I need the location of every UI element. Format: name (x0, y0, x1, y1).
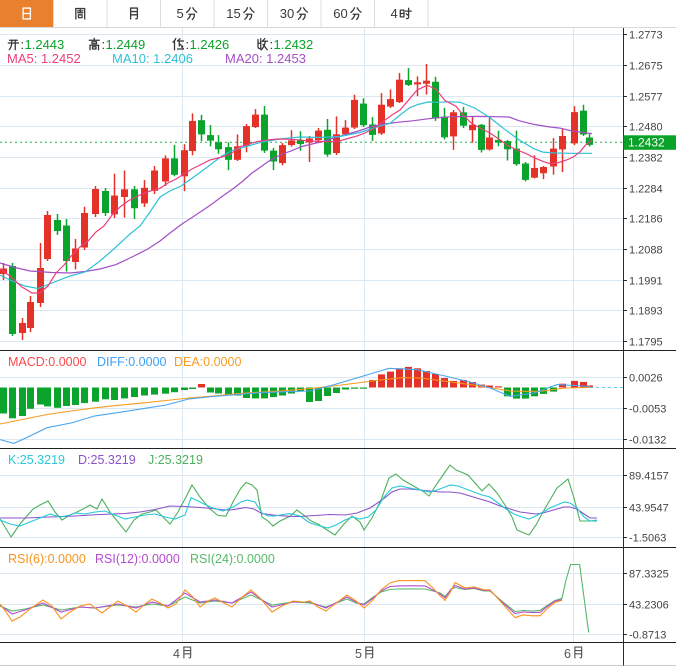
svg-text:1.2443: 1.2443 (25, 37, 65, 52)
svg-text:43.2306: 43.2306 (629, 599, 669, 611)
svg-text:K:25.3219: K:25.3219 (8, 453, 65, 467)
svg-text:4: 4 (173, 647, 180, 661)
svg-text:43.9547: 43.9547 (629, 502, 669, 514)
svg-text:J:25.3219: J:25.3219 (148, 453, 203, 467)
svg-text:1.2382: 1.2382 (629, 152, 663, 164)
svg-text:1.1991: 1.1991 (629, 275, 663, 287)
svg-text:5: 5 (177, 6, 184, 21)
svg-text:-1.5063: -1.5063 (629, 532, 666, 544)
svg-text:-0.8713: -0.8713 (629, 629, 666, 641)
svg-text:-0.0132: -0.0132 (629, 434, 666, 446)
svg-text:DIFF:0.0000: DIFF:0.0000 (97, 355, 167, 369)
svg-text:-0.0053: -0.0053 (629, 403, 666, 415)
svg-text:1.2284: 1.2284 (629, 183, 663, 195)
svg-text:1.2426: 1.2426 (190, 37, 230, 52)
svg-text:15: 15 (226, 6, 240, 21)
svg-text:1.2432: 1.2432 (628, 136, 665, 150)
svg-text::: : (21, 37, 25, 52)
svg-text:1.2088: 1.2088 (629, 244, 663, 256)
svg-text:4: 4 (391, 6, 398, 21)
svg-text:DEA:0.0000: DEA:0.0000 (174, 355, 241, 369)
svg-text:1.1893: 1.1893 (629, 305, 663, 317)
svg-text:RSI(24):0.0000: RSI(24):0.0000 (190, 552, 275, 566)
svg-text:87.3325: 87.3325 (629, 568, 669, 580)
svg-text:1.2480: 1.2480 (629, 121, 663, 133)
svg-text:RSI(12):0.0000: RSI(12):0.0000 (95, 552, 180, 566)
svg-text:MA10: 1.2406: MA10: 1.2406 (112, 51, 193, 66)
svg-text:1.2432: 1.2432 (274, 37, 314, 52)
svg-text::: : (186, 37, 190, 52)
svg-text:0.0026: 0.0026 (629, 372, 663, 384)
svg-text::: : (102, 37, 106, 52)
svg-text:89.4157: 89.4157 (629, 470, 669, 482)
svg-text:MA20: 1.2453: MA20: 1.2453 (225, 51, 306, 66)
svg-text::: : (270, 37, 274, 52)
svg-text:5: 5 (355, 647, 362, 661)
svg-text:MA5: 1.2452: MA5: 1.2452 (7, 51, 81, 66)
svg-text:1.2773: 1.2773 (629, 29, 663, 41)
svg-text:MACD:0.0000: MACD:0.0000 (8, 355, 87, 369)
svg-text:1.1795: 1.1795 (629, 336, 663, 348)
svg-text:1.2186: 1.2186 (629, 213, 663, 225)
svg-text:60: 60 (333, 6, 347, 21)
svg-text:1.2449: 1.2449 (106, 37, 146, 52)
svg-text:RSI(6):0.0000: RSI(6):0.0000 (8, 552, 86, 566)
svg-text:30: 30 (280, 6, 294, 21)
svg-text:6: 6 (564, 647, 571, 661)
svg-text:D:25.3219: D:25.3219 (78, 453, 136, 467)
svg-text:1.2675: 1.2675 (629, 60, 663, 72)
svg-text:1.2577: 1.2577 (629, 91, 663, 103)
